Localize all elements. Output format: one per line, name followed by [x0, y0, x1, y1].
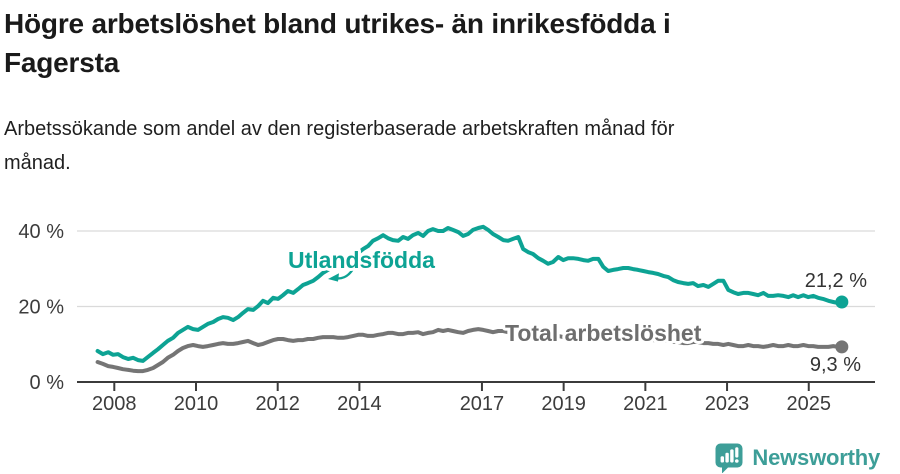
x-tick-label: 2019 — [541, 393, 586, 415]
exclamation-dot — [735, 459, 740, 463]
chart-svg: 40 % 20 % 0 % 2008 2010 2012 2014 2017 2019 2021 2… — [18, 221, 875, 415]
x-tick-label: 2023 — [705, 393, 750, 415]
page-title: Högre arbetslöshet bland utrikes- än inr… — [4, 4, 834, 82]
x-tick-label: 2017 — [460, 393, 505, 415]
x-tick-label: 2008 — [92, 393, 137, 415]
newsworthy-chart-badge-icon — [715, 443, 743, 473]
annotation-arrowhead-icon — [328, 273, 339, 282]
subtitle-line-2: månad. — [4, 152, 71, 174]
y-tick-label: 20 % — [18, 297, 64, 319]
series-label-total: Total arbetslöshet — [505, 320, 702, 346]
series-end-dot-total — [835, 340, 849, 354]
x-tick-label: 2012 — [255, 393, 300, 415]
chart-subtitle: Arbetssökande som andel av den registerb… — [4, 112, 844, 180]
end-value-label-utlandsfodda: 21,2 % — [805, 270, 867, 292]
bar-2 — [725, 452, 730, 463]
y-tick-label: 40 % — [18, 221, 64, 243]
exclamation-stem — [735, 447, 739, 458]
newsworthy-logo: Newsworthy — [714, 442, 880, 473]
title-line-1: Högre arbetslöshet bland utrikes- än inr… — [4, 8, 671, 39]
x-tick-label: 2021 — [623, 393, 668, 415]
bar-1 — [721, 456, 725, 463]
end-value-label-total: 9,3 % — [810, 354, 861, 376]
series-line-total — [95, 327, 844, 374]
x-tick-label: 2014 — [337, 393, 382, 415]
bar-3 — [730, 449, 735, 463]
y-tick-label: 0 % — [30, 372, 65, 394]
title-line-2: Fagersta — [4, 47, 120, 78]
subtitle-line-1: Arbetssökande som andel av den registerb… — [4, 118, 675, 140]
series-end-dot-utlandsfodda — [835, 295, 849, 309]
series-line-utlandsfodda — [95, 224, 844, 363]
series-label-utlandsfodda: Utlandsfödda — [288, 247, 435, 273]
x-tick-label: 2025 — [787, 393, 832, 415]
line-chart: 40 % 20 % 0 % 2008 2010 2012 2014 2017 2019 2021 2… — [0, 195, 900, 427]
x-tick-label: 2010 — [174, 393, 219, 415]
brand-name: Newsworthy — [752, 444, 880, 470]
